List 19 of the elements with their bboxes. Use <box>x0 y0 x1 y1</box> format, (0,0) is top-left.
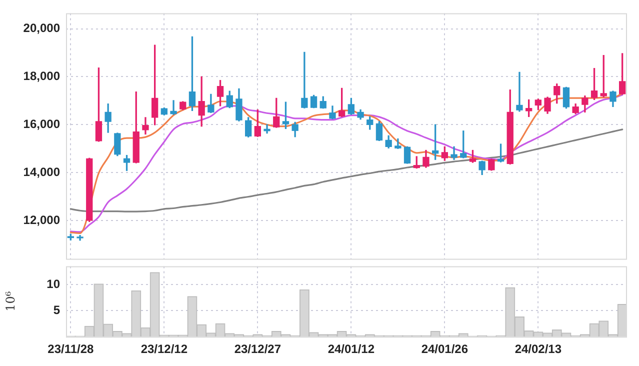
y-tick-label: 20,000 <box>23 21 60 36</box>
x-tick-label: 24/01/26 <box>421 342 468 356</box>
candlestick <box>264 124 270 134</box>
y-tick-label: 10 <box>46 276 60 291</box>
x-tick-label: 24/02/13 <box>514 342 562 356</box>
x-tick-label: 24/01/12 <box>328 342 375 356</box>
candlestick <box>516 72 523 112</box>
y-tick-label: 5 <box>53 302 60 317</box>
x-tick-label: 23/11/28 <box>48 342 94 356</box>
y-tick-label: 18,000 <box>23 69 60 84</box>
candlestick <box>170 100 177 115</box>
line-series <box>70 128 624 212</box>
y-tick-label: 12,000 <box>23 212 60 227</box>
x-tick-label: 23/12/12 <box>140 342 188 356</box>
y-axis-title: 10⁶ <box>3 291 18 312</box>
candlestick <box>301 52 308 108</box>
y-tick-label: 14,000 <box>23 164 60 179</box>
y-tick-label: 16,000 <box>23 116 60 131</box>
x-tick-label: 23/12/27 <box>234 342 282 356</box>
